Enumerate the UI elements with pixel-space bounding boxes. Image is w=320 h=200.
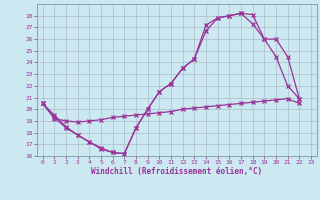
X-axis label: Windchill (Refroidissement éolien,°C): Windchill (Refroidissement éolien,°C) (91, 167, 262, 176)
